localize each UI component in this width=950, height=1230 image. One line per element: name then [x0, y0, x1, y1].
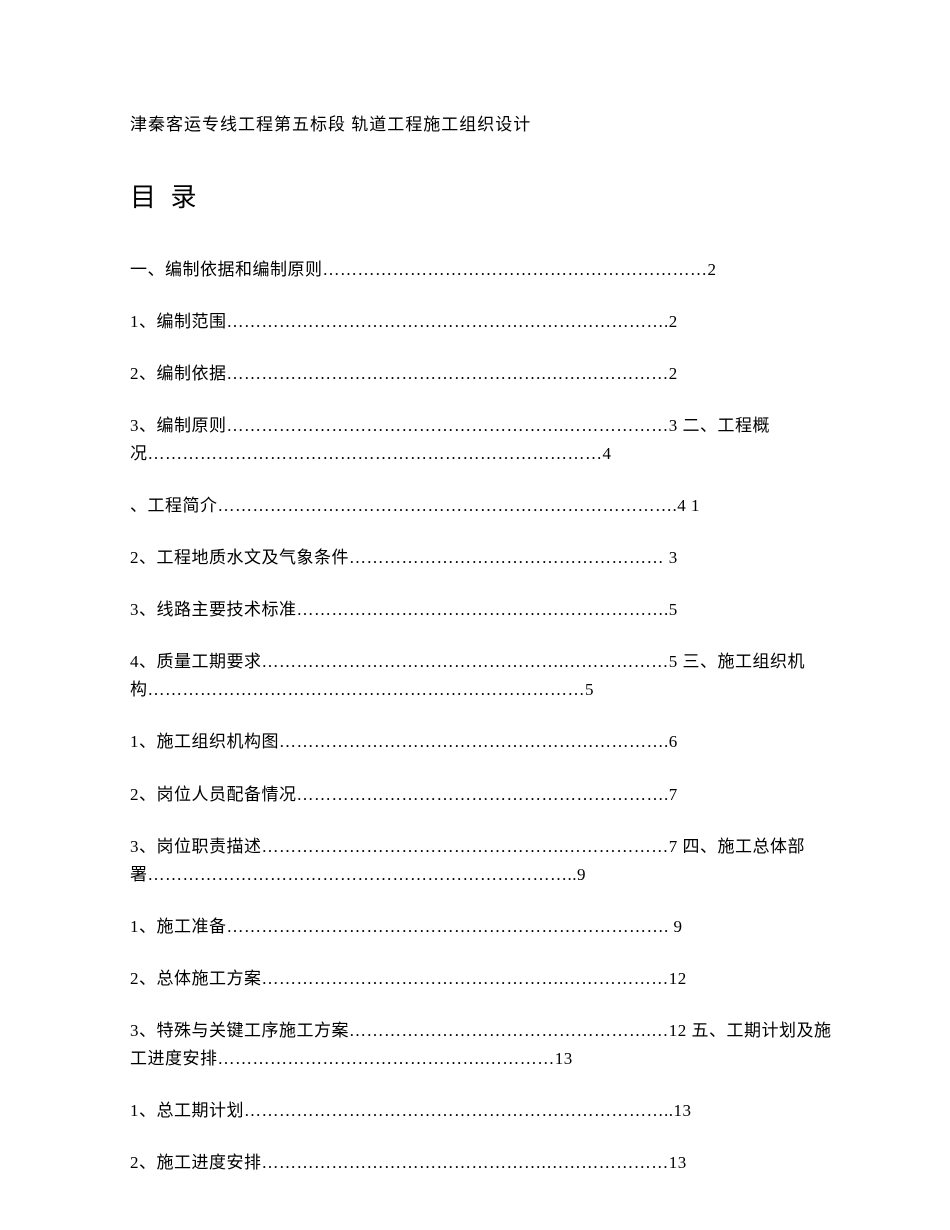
toc-entry: 3、特殊与关键工序施工方案…………………………………………….…12 五、工期计…: [130, 1017, 835, 1073]
toc-entry: 、工程简介…………………………………………………………………….4 1: [130, 492, 835, 520]
toc-entry: 2、工程地质水文及气象条件……………………………………………… 3: [130, 544, 835, 572]
toc-entry: 一、编制依据和编制原则…………………………………………………………2: [130, 256, 835, 284]
toc-entry: 2、编制依据……………………………………………….…………………2: [130, 360, 835, 388]
toc-entry: 2、总体施工方案…………………………………………….………………12: [130, 965, 835, 993]
toc-entry: 3、编制原则………………………………………………….………………3 二、工程概况…: [130, 412, 835, 468]
toc-title: 目 录: [130, 177, 835, 214]
document-header: 津秦客运专线工程第五标段 轨道工程施工组织设计: [130, 110, 835, 135]
toc-entry: 1、施工准备…………………………………………………………………. 9: [130, 913, 835, 941]
toc-entry: 4、质量工期要求…………………………………………….………………5 三、施工组织…: [130, 648, 835, 704]
toc-entry: 1、总工期计划………………………………………………………………..13: [130, 1097, 835, 1125]
toc-entry: 2、岗位人员配备情况……………………………………………………….7: [130, 781, 835, 809]
toc-entry: 3、线路主要技术标准……………………………………………………….5: [130, 596, 835, 624]
toc-entry: 1、施工组织机构图………………………………………………………….6: [130, 728, 835, 756]
toc-entry: 2、施工进度安排………………………………………….…………………13: [130, 1149, 835, 1177]
toc-entry: 1、编制范围………………………………………………………………….2: [130, 308, 835, 336]
toc-entry: 3、岗位职责描述…………………………………………….………………7 四、施工总体…: [130, 833, 835, 889]
